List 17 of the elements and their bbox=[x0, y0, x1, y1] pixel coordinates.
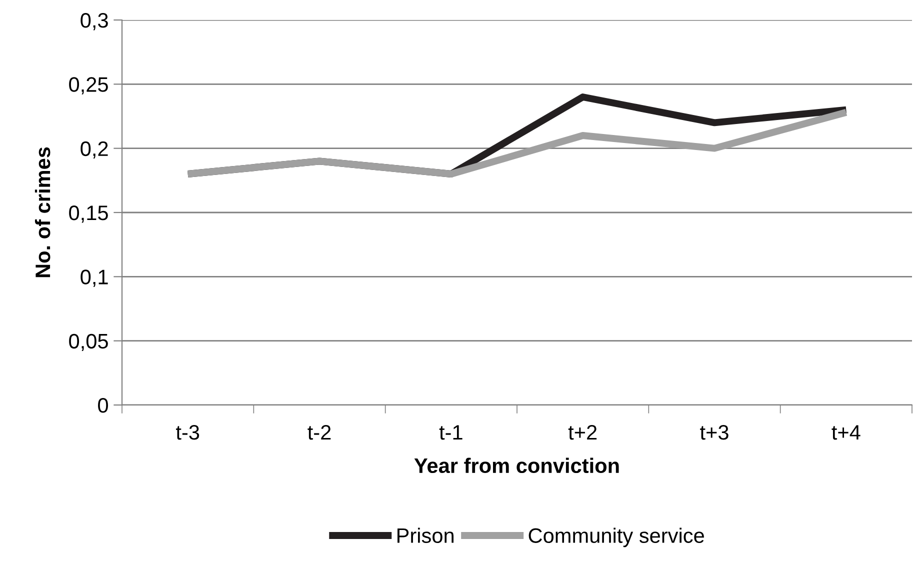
x-tick-label: t-1 bbox=[439, 425, 462, 440]
x-tick-label: t+4 bbox=[832, 425, 860, 440]
x-tick-label: t+3 bbox=[700, 424, 728, 440]
x-tick-label: t-2 bbox=[308, 424, 331, 440]
legend-label: Community service bbox=[528, 528, 704, 548]
y-tick-label: 0,15 bbox=[69, 206, 108, 223]
x-tick-label: t+2 bbox=[568, 424, 597, 440]
y-tick-label: 0,2 bbox=[80, 141, 108, 159]
y-tick-label: 0,05 bbox=[69, 334, 108, 352]
y-tick-label: 0,3 bbox=[80, 13, 108, 30]
legend-label: Prison bbox=[398, 528, 454, 544]
x-axis-title: Year from conviction bbox=[414, 458, 619, 474]
y-tick-label: 0 bbox=[98, 398, 108, 413]
y-tick-label: 0,25 bbox=[69, 77, 108, 94]
x-tick-label: t-3 bbox=[176, 424, 200, 440]
y-axis-title: No. of crimes bbox=[34, 147, 50, 278]
y-tick-label: 0,1 bbox=[80, 270, 108, 287]
